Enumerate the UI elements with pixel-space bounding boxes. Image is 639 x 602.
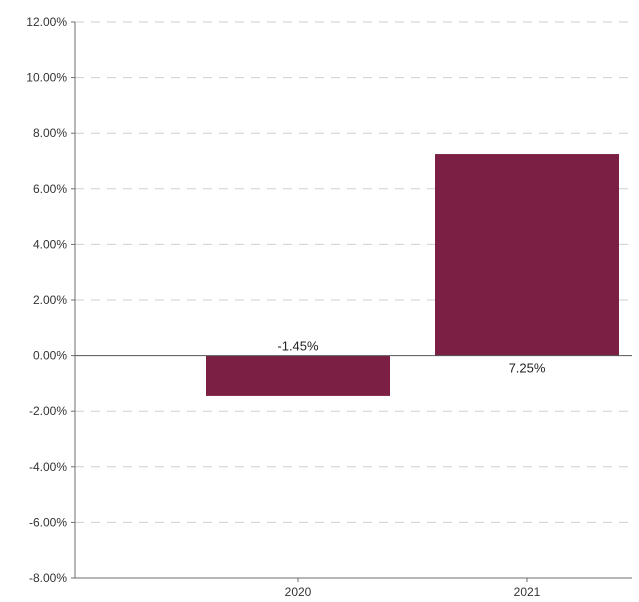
y-tick-label-6: 4.00% [33,237,67,251]
y-tick-label-7: 6.00% [33,182,67,196]
y-tick-label-10: 12.00% [26,15,67,29]
data-label-2021: 7.25% [509,361,546,376]
y-tick-label-3: -2.00% [29,404,67,418]
y-tick-label-9: 10.00% [26,71,67,85]
x-tick-label-2021: 2021 [514,585,541,599]
y-tick-label-2: -4.00% [29,460,67,474]
y-tick-label-1: -6.00% [29,515,67,529]
y-tick-label-0: -8.00% [29,571,67,585]
bar-2021 [435,154,619,356]
y-tick-label-5: 2.00% [33,293,67,307]
y-tick-label-8: 8.00% [33,126,67,140]
y-tick-label-4: 0.00% [33,349,67,363]
bar-2020 [206,355,390,396]
data-label-2020: -1.45% [277,339,319,354]
x-tick-label-2020: 2020 [285,585,312,599]
